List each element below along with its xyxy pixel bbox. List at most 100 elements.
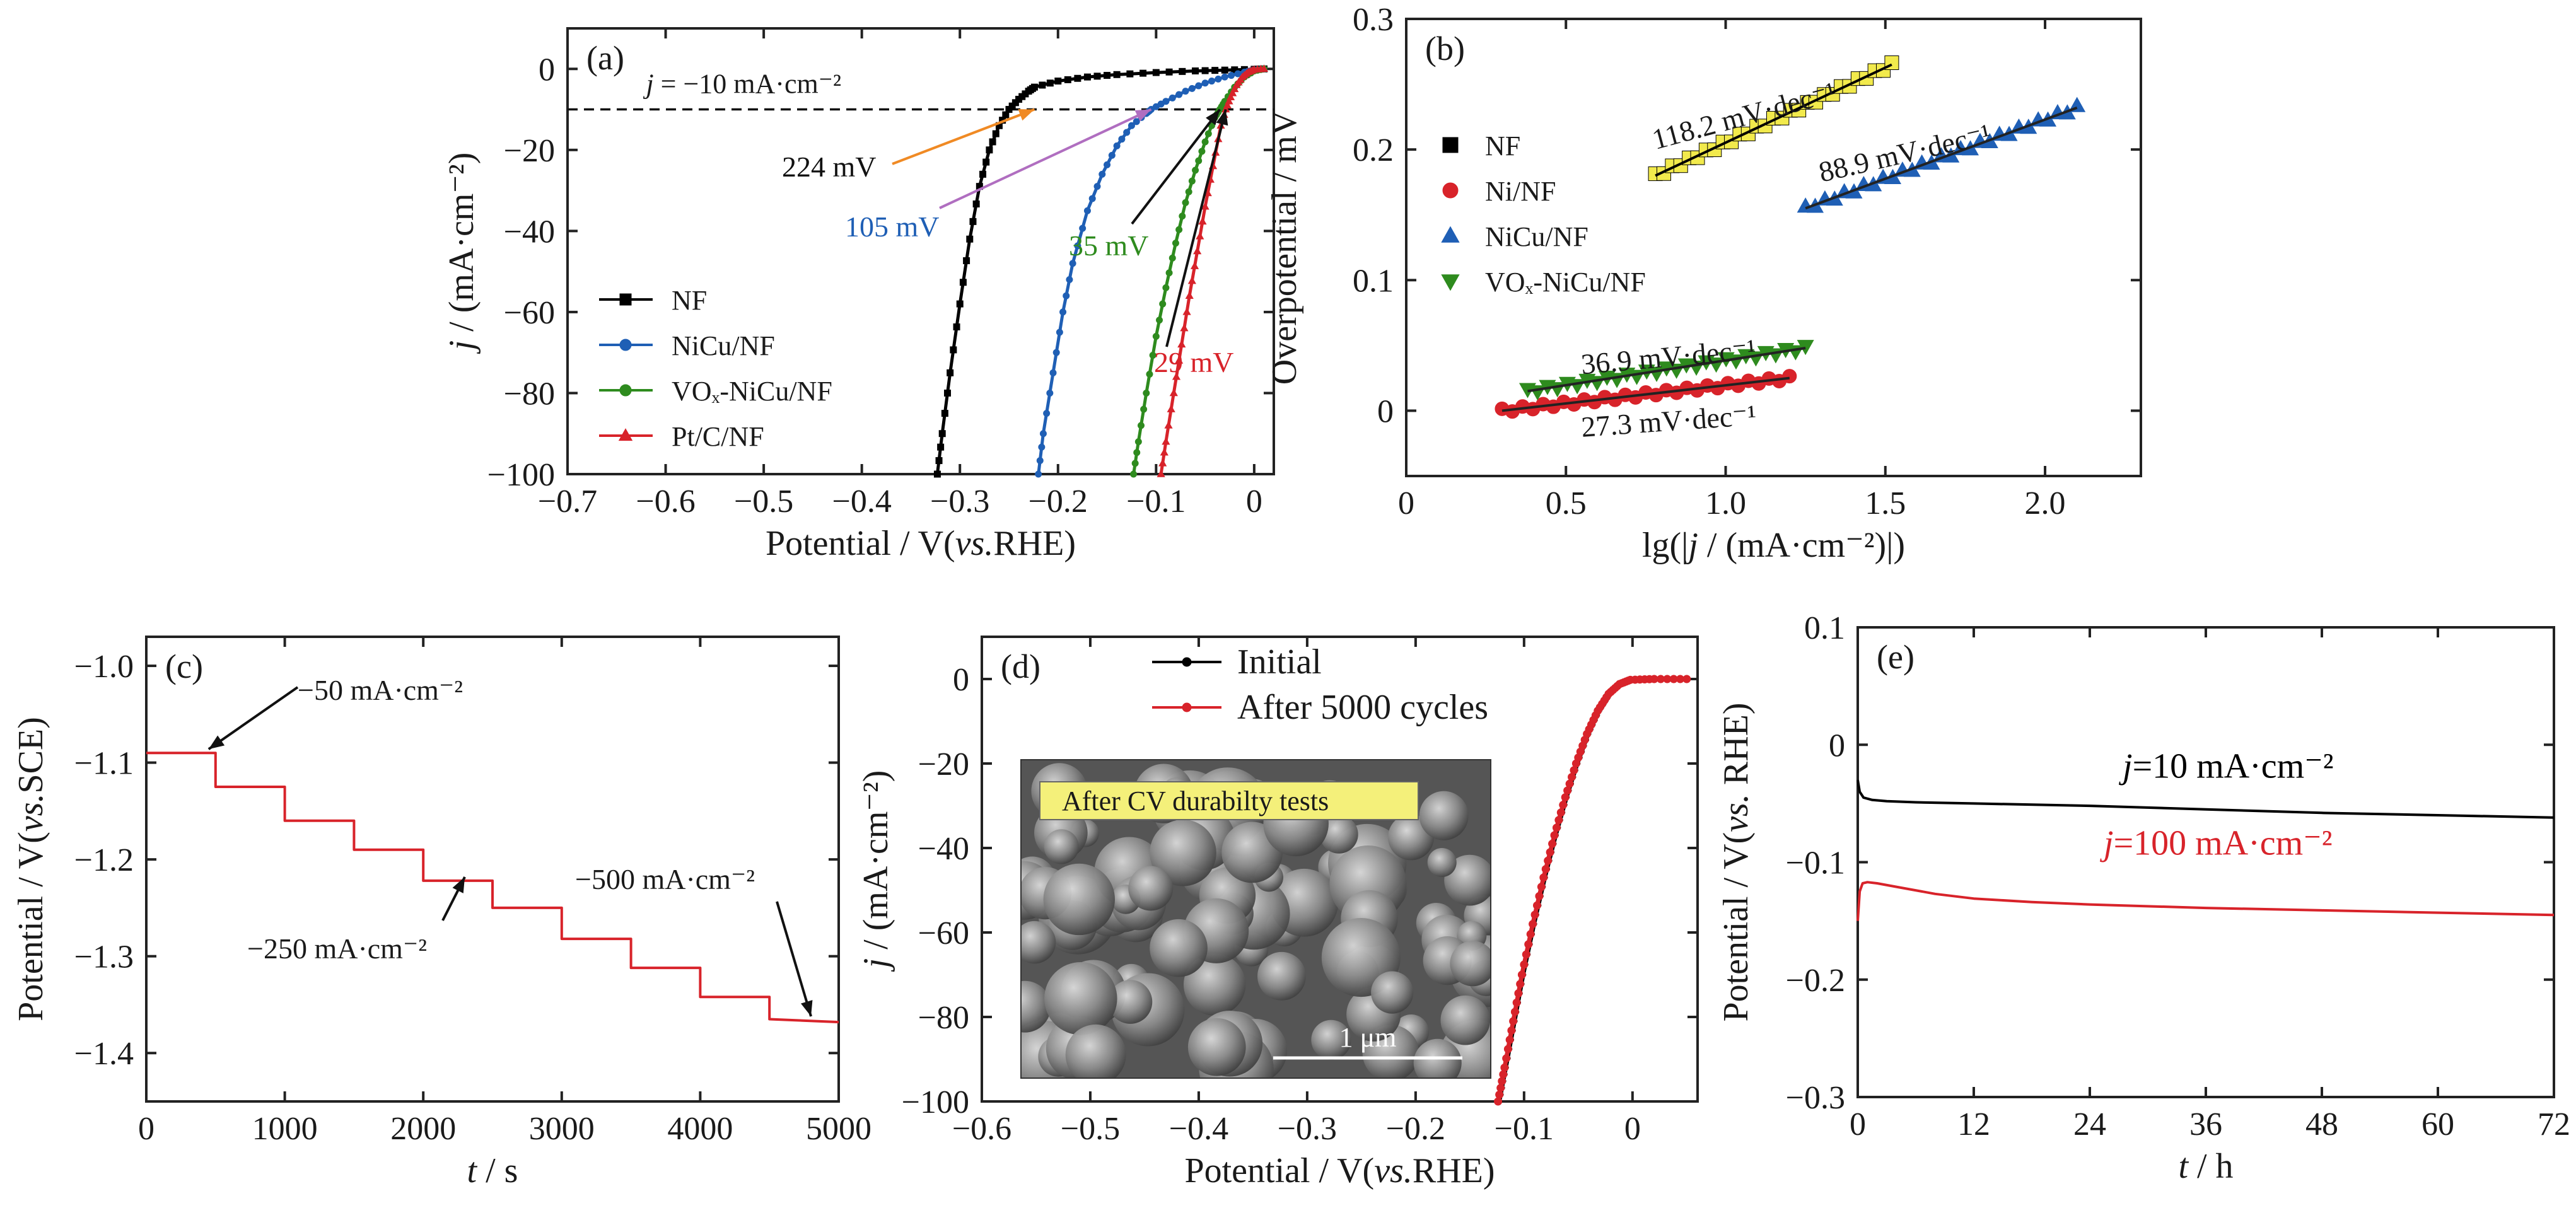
data-point	[1164, 421, 1173, 429]
data-point	[1185, 188, 1192, 195]
y-tick-label: −0.3	[1786, 1080, 1845, 1116]
data-point	[1552, 823, 1561, 832]
data-point	[1201, 138, 1209, 146]
data-point	[1182, 88, 1189, 95]
legend-label: VOₓ-NiCu/NF	[1485, 267, 1646, 298]
x-axis-label: Potential / V(vs.RHE)	[1184, 1151, 1495, 1190]
x-tick-label: −0.2	[1386, 1111, 1445, 1147]
data-point	[950, 346, 957, 354]
data-point	[1509, 1017, 1518, 1026]
sem-particle	[1108, 980, 1153, 1024]
data-point	[1133, 118, 1140, 125]
data-point	[1156, 317, 1163, 324]
legend-label: NiCu/NF	[672, 330, 775, 361]
data-point	[1046, 79, 1054, 87]
tafel-slope-label: 118.2 mV·dec⁻¹	[1648, 76, 1839, 156]
data-point	[1196, 231, 1204, 240]
arrow-head	[452, 876, 465, 893]
x-axis-label: t / h	[2178, 1147, 2233, 1186]
annotation-arrow	[776, 901, 812, 1017]
data-point	[1126, 70, 1134, 78]
y-tick-label: 0	[1829, 728, 1845, 764]
x-tick-label: 0	[1624, 1111, 1641, 1147]
data-point	[1541, 865, 1550, 873]
scale-bar-label: 1 μm	[1339, 1022, 1397, 1053]
sem-particle	[1319, 815, 1358, 854]
data-point	[1568, 772, 1576, 781]
sem-particle	[1183, 953, 1246, 1016]
data-point	[1162, 284, 1170, 291]
data-point	[1505, 1035, 1514, 1044]
data-point	[1190, 262, 1199, 269]
series-line	[1132, 67, 1264, 475]
tafel-fit-line	[1805, 106, 2078, 210]
x-tick-label: 12	[1957, 1106, 1990, 1142]
data-point	[1182, 199, 1189, 206]
data-point	[1128, 122, 1135, 129]
panel-label: (e)	[1877, 638, 1915, 676]
data-point	[1169, 94, 1176, 102]
sem-particle	[1440, 995, 1491, 1045]
data-point	[1133, 449, 1141, 456]
data-point	[1123, 129, 1131, 136]
data-point	[1113, 71, 1121, 78]
data-point	[1192, 166, 1199, 174]
legend-marker	[1442, 137, 1459, 153]
legend-marker	[619, 384, 632, 397]
data-point	[1118, 136, 1126, 143]
sem-particle	[1044, 829, 1079, 864]
data-point	[1532, 901, 1541, 910]
panel-label: (d)	[1001, 648, 1040, 685]
sem-frame	[1020, 759, 1491, 1079]
data-point	[1554, 816, 1563, 825]
data-point	[1175, 356, 1184, 364]
data-point	[1198, 148, 1206, 155]
series-line	[146, 752, 839, 1024]
data-point	[935, 457, 943, 465]
panel-c: 0 1000 2000 3000 4000 5000 −1.0 −1.1 −1.2 −1.3 −1.…	[11, 636, 871, 1190]
data-point	[1039, 430, 1047, 438]
legend-marker	[619, 293, 632, 306]
data-point	[1172, 372, 1181, 380]
data-point	[937, 443, 945, 451]
data-point	[1225, 96, 1233, 105]
sem-particle	[1150, 919, 1208, 977]
x-tick-label: −0.4	[832, 484, 892, 520]
sem-particle	[1021, 980, 1051, 1033]
sem-inset: After CV durabilty tests 1 μm	[1020, 759, 1491, 1079]
data-point	[1169, 388, 1178, 397]
plot-frame	[145, 636, 840, 1103]
data-point	[1192, 67, 1199, 74]
data-point	[986, 146, 993, 154]
y-tick-label: −60	[918, 915, 969, 951]
y-tick-label: 0	[1377, 393, 1394, 429]
data-point	[1175, 91, 1183, 98]
data-point	[1160, 448, 1169, 456]
sem-particle	[1021, 921, 1056, 964]
x-tick-label: 60	[2422, 1106, 2454, 1142]
data-point	[1526, 930, 1535, 939]
x-tick-label: 72	[2538, 1106, 2570, 1142]
data-point	[959, 279, 967, 286]
annotation-label: 35 mV	[1069, 229, 1149, 262]
annotation-arrow	[1165, 109, 1227, 347]
y-tick-label: −1.0	[74, 649, 134, 685]
data-point	[938, 430, 946, 438]
sem-particle	[1128, 866, 1174, 911]
series-label: j=10 mA·cm⁻²	[2119, 746, 2334, 786]
x-tick-label: 1000	[252, 1111, 318, 1147]
data-point	[1035, 470, 1042, 478]
data-point	[1165, 269, 1173, 277]
data-point	[1682, 675, 1691, 683]
data-point	[1516, 980, 1525, 989]
x-tick-label: 0	[1246, 484, 1262, 520]
data-point	[1063, 292, 1070, 299]
panel-label: (c)	[165, 648, 203, 685]
data-point	[1152, 332, 1160, 340]
data-point	[1059, 308, 1067, 316]
series-line	[1856, 881, 2555, 921]
x-tick-label: 0	[1398, 485, 1414, 521]
data-point	[1043, 410, 1051, 417]
y-tick-label: 0.1	[1804, 610, 1845, 646]
